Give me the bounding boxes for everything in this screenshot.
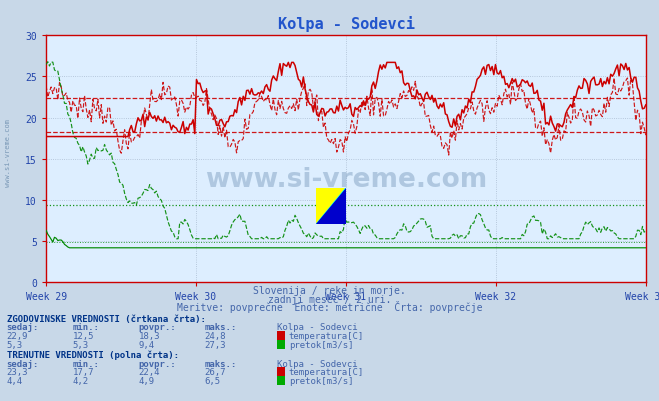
Text: 26,7: 26,7	[204, 367, 226, 376]
Text: min.:: min.:	[72, 359, 100, 368]
Polygon shape	[316, 188, 346, 225]
Text: 12,5: 12,5	[72, 331, 94, 340]
Text: 4,4: 4,4	[7, 376, 22, 385]
Text: maks.:: maks.:	[204, 323, 237, 332]
Text: 22,4: 22,4	[138, 367, 160, 376]
Text: ZGODOVINSKE VREDNOSTI (črtkana črta):: ZGODOVINSKE VREDNOSTI (črtkana črta):	[7, 314, 206, 323]
Text: pretok[m3/s]: pretok[m3/s]	[289, 376, 353, 385]
Text: povpr.:: povpr.:	[138, 359, 176, 368]
Text: povpr.:: povpr.:	[138, 323, 176, 332]
Text: 24,8: 24,8	[204, 331, 226, 340]
Text: 4,2: 4,2	[72, 376, 88, 385]
Text: www.si-vreme.com: www.si-vreme.com	[5, 118, 11, 186]
Text: 9,4: 9,4	[138, 340, 154, 349]
Text: 18,3: 18,3	[138, 331, 160, 340]
Text: 17,7: 17,7	[72, 367, 94, 376]
Title: Kolpa - Sodevci: Kolpa - Sodevci	[277, 16, 415, 32]
Text: 4,9: 4,9	[138, 376, 154, 385]
Text: 22,9: 22,9	[7, 331, 28, 340]
Text: min.:: min.:	[72, 323, 100, 332]
Polygon shape	[316, 188, 346, 225]
Text: Meritve: povprečne  Enote: metrične  Črta: povprečje: Meritve: povprečne Enote: metrične Črta:…	[177, 300, 482, 312]
Text: Kolpa - Sodevci: Kolpa - Sodevci	[277, 323, 357, 332]
Text: Kolpa - Sodevci: Kolpa - Sodevci	[277, 359, 357, 368]
Text: temperatura[C]: temperatura[C]	[289, 367, 364, 376]
Text: 6,5: 6,5	[204, 376, 220, 385]
Text: 5,3: 5,3	[72, 340, 88, 349]
Text: 23,3: 23,3	[7, 367, 28, 376]
Polygon shape	[316, 188, 346, 225]
Text: sedaj:: sedaj:	[7, 323, 39, 332]
Text: Slovenija / reke in morje.: Slovenija / reke in morje.	[253, 286, 406, 296]
Text: 5,3: 5,3	[7, 340, 22, 349]
Text: maks.:: maks.:	[204, 359, 237, 368]
Text: 27,3: 27,3	[204, 340, 226, 349]
Text: temperatura[C]: temperatura[C]	[289, 331, 364, 340]
Text: pretok[m3/s]: pretok[m3/s]	[289, 340, 353, 349]
Text: TRENUTNE VREDNOSTI (polna črta):: TRENUTNE VREDNOSTI (polna črta):	[7, 349, 179, 359]
Text: www.si-vreme.com: www.si-vreme.com	[205, 166, 487, 192]
Text: zadnji mesec / 2 uri.: zadnji mesec / 2 uri.	[268, 294, 391, 304]
Text: sedaj:: sedaj:	[7, 359, 39, 368]
